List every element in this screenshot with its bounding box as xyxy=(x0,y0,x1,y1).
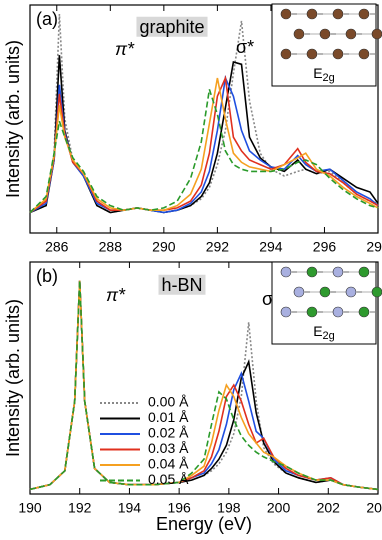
x-axis-label: Energy (eV) xyxy=(156,514,252,534)
x-tick-label: 298 xyxy=(366,239,382,255)
y-axis-label: Intensity (arb. units) xyxy=(3,299,23,457)
atom xyxy=(371,286,382,298)
atom xyxy=(358,306,370,318)
inset-label: E2g xyxy=(313,65,335,84)
x-tick-label: 196 xyxy=(167,500,191,516)
atom xyxy=(319,286,331,298)
inset-label-sub: 2g xyxy=(323,330,335,342)
spectrum-line xyxy=(29,75,379,214)
x-tick-label: 286 xyxy=(45,239,69,255)
x-tick-label: 202 xyxy=(317,500,341,516)
atom xyxy=(345,28,357,40)
atom xyxy=(280,8,292,20)
x-tick-label: 194 xyxy=(118,500,142,516)
annotation: π* xyxy=(106,285,126,305)
inset-label-main: E xyxy=(313,65,322,81)
x-tick-label: 288 xyxy=(99,239,123,255)
annotation: σ* xyxy=(236,37,254,57)
x-tick-label: 198 xyxy=(217,500,241,516)
atom xyxy=(332,306,344,318)
legend-label: 0.04 Å xyxy=(148,456,189,472)
x-tick-label: 204 xyxy=(366,500,382,516)
atom xyxy=(319,28,331,40)
atom xyxy=(306,48,318,60)
x-tick-label: 296 xyxy=(313,239,337,255)
spectrum-line xyxy=(29,89,379,214)
panel-title: h-BN xyxy=(161,275,202,295)
inset-label-main: E xyxy=(313,323,322,339)
x-tick-label: 294 xyxy=(259,239,283,255)
plot-frame xyxy=(29,4,379,234)
atom xyxy=(332,8,344,20)
atom xyxy=(306,8,318,20)
atom xyxy=(332,266,344,278)
inset-frame xyxy=(271,3,377,87)
x-tick-label: 190 xyxy=(18,500,42,516)
inset-label-sub: 2g xyxy=(323,72,335,84)
legend-label: 0.00 Å xyxy=(148,394,189,410)
title-background xyxy=(136,16,208,37)
atom xyxy=(358,8,370,20)
atom xyxy=(293,286,305,298)
atom xyxy=(293,28,305,40)
legend-label: 0.05 Å xyxy=(148,471,189,487)
legend-label: 0.02 Å xyxy=(148,425,189,441)
legend-label: 0.01 Å xyxy=(148,409,189,425)
atom xyxy=(280,306,292,318)
x-tick-label: 200 xyxy=(267,500,291,516)
panel-label: (b) xyxy=(36,266,58,286)
title-background xyxy=(158,274,206,295)
legend-label: 0.03 Å xyxy=(148,440,189,456)
annotation: π* xyxy=(115,39,135,59)
atom xyxy=(358,48,370,60)
atom xyxy=(371,28,382,40)
atom xyxy=(358,266,370,278)
atom xyxy=(280,266,292,278)
panel-title: graphite xyxy=(139,17,204,37)
x-tick-label: 292 xyxy=(206,239,230,255)
y-axis-label: Intensity (arb. units) xyxy=(3,40,23,198)
atom xyxy=(306,306,318,318)
inset-label: E2g xyxy=(313,323,335,342)
atom xyxy=(306,266,318,278)
atom xyxy=(332,48,344,60)
atom xyxy=(280,48,292,60)
atom xyxy=(345,286,357,298)
plot-frame xyxy=(29,261,379,495)
panel-label: (a) xyxy=(36,9,58,29)
x-tick-label: 290 xyxy=(152,239,176,255)
spectrum-line xyxy=(29,280,379,491)
x-tick-label: 192 xyxy=(68,500,92,516)
